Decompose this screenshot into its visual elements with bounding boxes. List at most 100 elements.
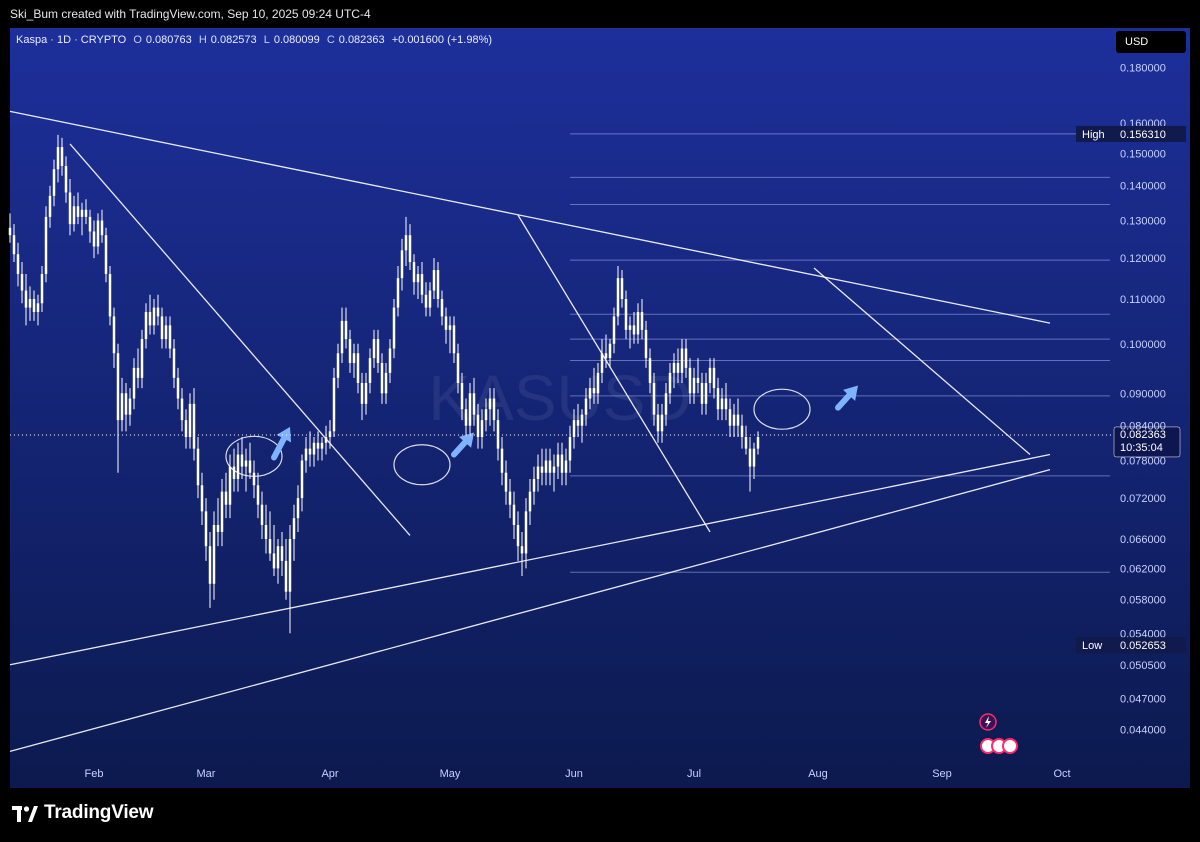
candle-body <box>48 195 52 217</box>
candle-body <box>344 320 348 340</box>
candle <box>684 339 688 378</box>
candle <box>580 409 584 443</box>
ohlc-legend: Kaspa · 1D · CRYPTO O 0.080763 H 0.082573 … <box>16 34 496 46</box>
candle <box>252 460 256 499</box>
candle-body <box>184 420 188 438</box>
candle <box>380 353 384 404</box>
candle <box>512 491 516 540</box>
candle <box>612 307 616 354</box>
candle <box>560 442 564 486</box>
candle <box>388 339 392 383</box>
candle <box>660 403 664 443</box>
y-tick-label: 0.084000 <box>1120 421 1166 433</box>
event-markers[interactable] <box>979 713 1018 754</box>
candle-body <box>564 460 568 473</box>
candle <box>468 382 472 438</box>
candle <box>448 316 452 354</box>
candle-body <box>56 147 60 170</box>
candle-body <box>480 420 484 438</box>
fib-levels <box>570 133 1110 573</box>
candle-body <box>172 348 176 378</box>
high-value: 0.156310 <box>1120 129 1166 141</box>
candle <box>300 454 304 512</box>
candle-body <box>296 498 300 519</box>
candle-body <box>60 147 64 166</box>
candle <box>416 266 420 299</box>
candle <box>188 393 192 449</box>
candle <box>412 254 416 295</box>
candle <box>212 511 216 600</box>
currency-button[interactable]: USD <box>1116 31 1186 53</box>
candle <box>696 358 700 394</box>
candle-body <box>220 491 224 532</box>
candle <box>352 343 356 378</box>
candle <box>220 478 224 547</box>
candle <box>292 504 296 561</box>
last-price-label: 0.082363 <box>1120 429 1166 441</box>
candle <box>376 329 380 373</box>
candle <box>540 448 544 486</box>
candle-body <box>448 325 452 330</box>
low-marker-box <box>1076 637 1186 654</box>
trendline <box>517 214 711 533</box>
candle <box>508 478 512 519</box>
last-price-box <box>1113 426 1181 458</box>
candle-body <box>472 393 476 415</box>
candle-body <box>748 448 752 467</box>
candle <box>260 491 264 540</box>
candle-body <box>32 298 36 312</box>
candle <box>460 372 464 421</box>
high-label: High <box>1082 129 1105 141</box>
candle <box>20 262 24 304</box>
candle-body <box>728 409 732 426</box>
us-flag-event-icon[interactable] <box>1002 738 1018 754</box>
low-value: 0.052653 <box>1120 640 1166 652</box>
candle <box>640 298 644 340</box>
candle <box>576 403 580 438</box>
tradingview-logo-icon <box>12 806 38 822</box>
candle <box>588 377 592 410</box>
candle-body <box>468 393 472 426</box>
candle-body <box>612 316 616 344</box>
arrow-head <box>459 432 474 448</box>
legend-close-label: C <box>326 34 335 46</box>
candle <box>152 298 156 335</box>
legend-high: 0.082573 <box>210 34 257 46</box>
candle-body <box>248 460 252 473</box>
candle-body <box>624 298 628 330</box>
candle-body <box>200 485 204 512</box>
candle <box>144 303 148 349</box>
candle <box>124 382 128 432</box>
candle <box>392 298 396 359</box>
candle <box>528 478 532 525</box>
y-tick-label: 0.078000 <box>1120 456 1166 468</box>
candle <box>244 448 248 492</box>
candle <box>664 382 668 426</box>
candle <box>600 339 604 383</box>
annotation-ellipse <box>393 444 451 486</box>
candle-body <box>664 393 668 415</box>
candle <box>248 442 252 479</box>
candle-body <box>72 206 76 225</box>
candle-body <box>336 353 340 378</box>
candle <box>100 209 104 243</box>
candle <box>156 294 160 326</box>
candle <box>536 454 540 492</box>
candle <box>708 358 712 394</box>
candle-body <box>404 235 408 251</box>
legend-low: 0.080099 <box>273 34 320 46</box>
candle <box>736 398 740 438</box>
candle-body <box>104 235 108 275</box>
candle <box>12 224 16 263</box>
candle <box>520 531 524 577</box>
candle <box>132 358 136 410</box>
candle <box>720 388 724 421</box>
candle-body <box>144 311 148 340</box>
candle-body <box>124 393 128 415</box>
candle-body <box>92 231 96 247</box>
candle-body <box>532 478 536 492</box>
candle-body <box>312 442 316 455</box>
candle <box>208 531 212 608</box>
